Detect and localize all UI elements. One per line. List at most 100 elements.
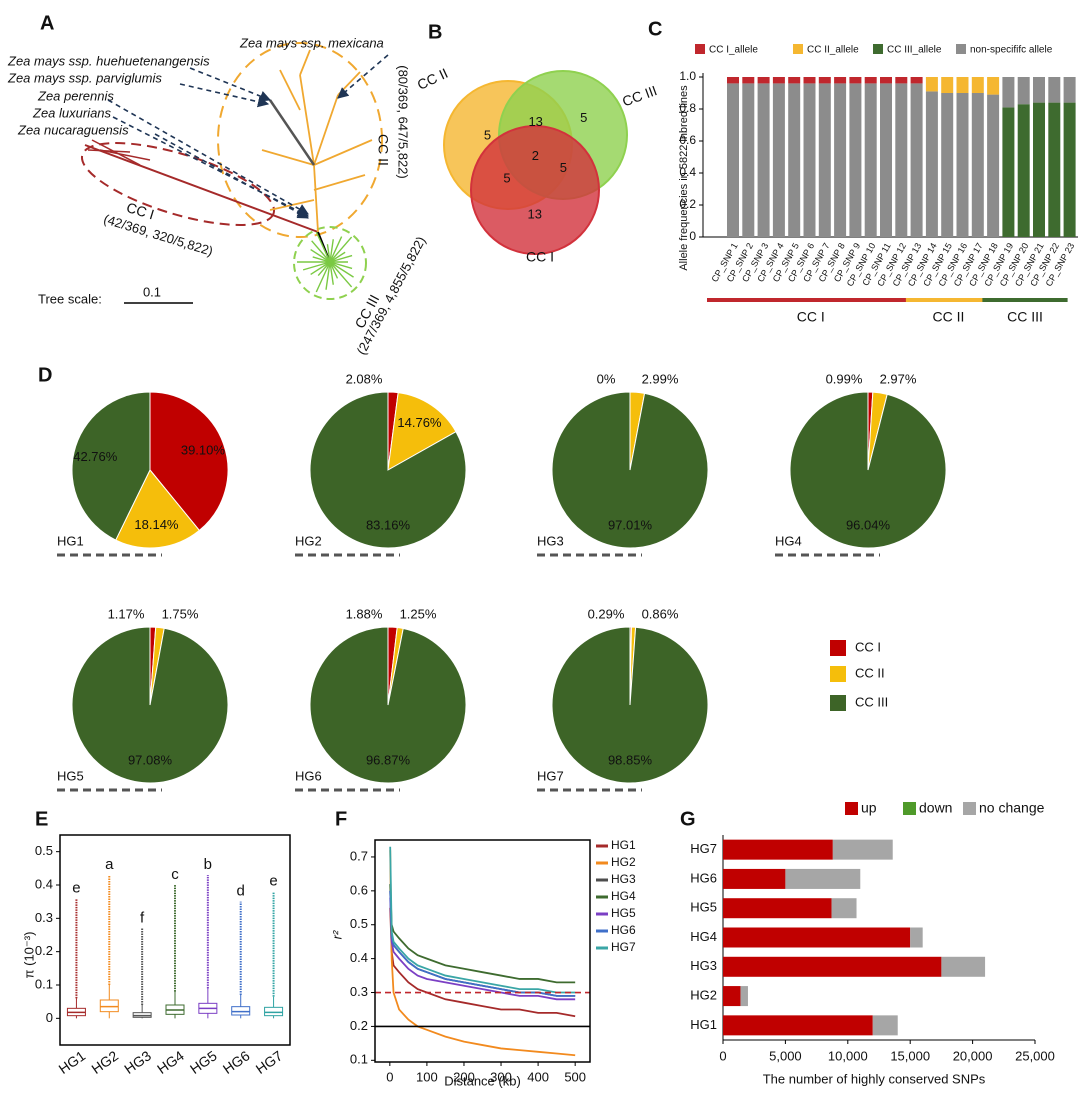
legend-label: CC II [855,665,885,680]
y-tick-label: HG6 [690,870,717,885]
x-tick-label: HG7 [253,1047,286,1077]
taxon-label: Zea mays ssp. parviglumis [7,70,162,85]
x-tick-label: 25,000 [1015,1048,1055,1063]
group-label: CC II [933,309,965,325]
branch [302,261,331,271]
y-tick-label: 0.2 [35,943,53,958]
bar-segment [895,83,908,238]
x-tick-label: 20,000 [953,1048,993,1063]
line-series [389,884,576,984]
branch [299,49,311,76]
y-tick-label: HG5 [690,900,717,915]
x-tick-label: 15,000 [890,1048,930,1063]
legend-swatch [903,802,916,815]
venn-set-label: CC I [526,249,554,265]
pie-value-label: 96.04% [846,518,891,533]
pie-slice [789,391,947,549]
bar-segment [723,868,786,889]
bar-segment [818,83,831,238]
branch [313,174,366,191]
x-axis-label: Distance (kb) [444,1073,521,1088]
pie-value-label: 2.99% [642,371,679,386]
bar-segment [723,986,741,1007]
taxon-arrow [154,133,309,219]
branch [329,261,334,285]
branch [268,99,316,166]
pie-slice [71,626,229,784]
pie-value-label: 97.08% [128,753,173,768]
taxon-label: Zea mays ssp. mexicana [239,35,384,50]
significance-letter: c [171,866,179,883]
bar-segment [723,927,911,948]
y-tick-label: 0.1 [35,976,53,991]
x-tick-label: 0 [719,1048,726,1063]
bar-segment [727,83,739,238]
legend-label: HG1 [611,838,636,852]
bar-segment [1002,77,1015,108]
bar-segment [1033,77,1045,103]
pie-slice [551,626,709,784]
branch [313,139,373,166]
y-tick-label: 0.5 [350,916,368,931]
pie-name: HG5 [57,768,84,783]
group-label: CC III [1007,309,1043,325]
taxon-arrow [189,67,272,102]
legend-swatch [695,44,705,54]
x-tick-label: HG6 [220,1047,253,1077]
bar-segment [895,77,908,84]
y-tick-label: 0 [46,1010,53,1025]
branch [313,164,319,233]
y-tick-label: 0.6 [679,133,696,147]
taxon-label: Zea nucaraguensis [17,122,129,137]
pie-name: HG6 [295,768,322,783]
bar-segment [803,83,816,238]
legend-label: CC III [855,694,888,709]
bar-segment [880,77,892,84]
venn-count: 13 [528,114,542,129]
x-axis-label: The number of highly conserved SNPs [763,1071,986,1086]
y-tick-label: 0.6 [350,882,368,897]
box [99,999,119,1013]
plot-frame [59,834,291,1046]
branch [325,261,331,290]
pie-slice [71,391,151,541]
pie-slice [387,392,457,471]
pie-value-label: 14.76% [397,415,442,430]
x-tick-label: 10,000 [828,1048,868,1063]
bar-segment [788,77,801,84]
venn-set-label: CC II [415,65,451,93]
branch [329,254,353,263]
bar-segment [864,77,877,84]
x-tick-label: HG5 [187,1047,220,1077]
pie-value-label: 2.97% [880,371,917,386]
bar-segment [785,868,861,889]
significance-letter: b [204,856,212,873]
line-series [389,890,576,997]
box [264,1006,284,1017]
clade-outline [293,226,367,300]
branch [329,261,339,279]
bar-segment [1033,102,1045,237]
bar-segment [818,77,831,84]
line-series [389,850,576,1057]
bar-segment [834,77,847,84]
significance-letter: e [72,879,80,896]
panel-letter: B [428,21,442,43]
pie-value-label: 18.14% [134,517,179,532]
x-tick-label: 100 [416,1069,438,1084]
bar-segment [740,986,748,1007]
bar-segment [803,77,816,84]
x-tick-label: 400 [527,1069,549,1084]
pie-name: HG4 [775,533,802,548]
branch [329,251,346,263]
bar-segment [987,77,1000,95]
legend-swatch [956,44,966,54]
y-tick-label: HG2 [690,988,717,1003]
bar-segment [1063,77,1076,103]
plot-frame [374,839,591,1063]
bar-segment [941,956,986,977]
panel-letter: F [335,808,347,830]
venn-set [470,125,600,255]
venn-set-label: CC III [620,82,659,109]
